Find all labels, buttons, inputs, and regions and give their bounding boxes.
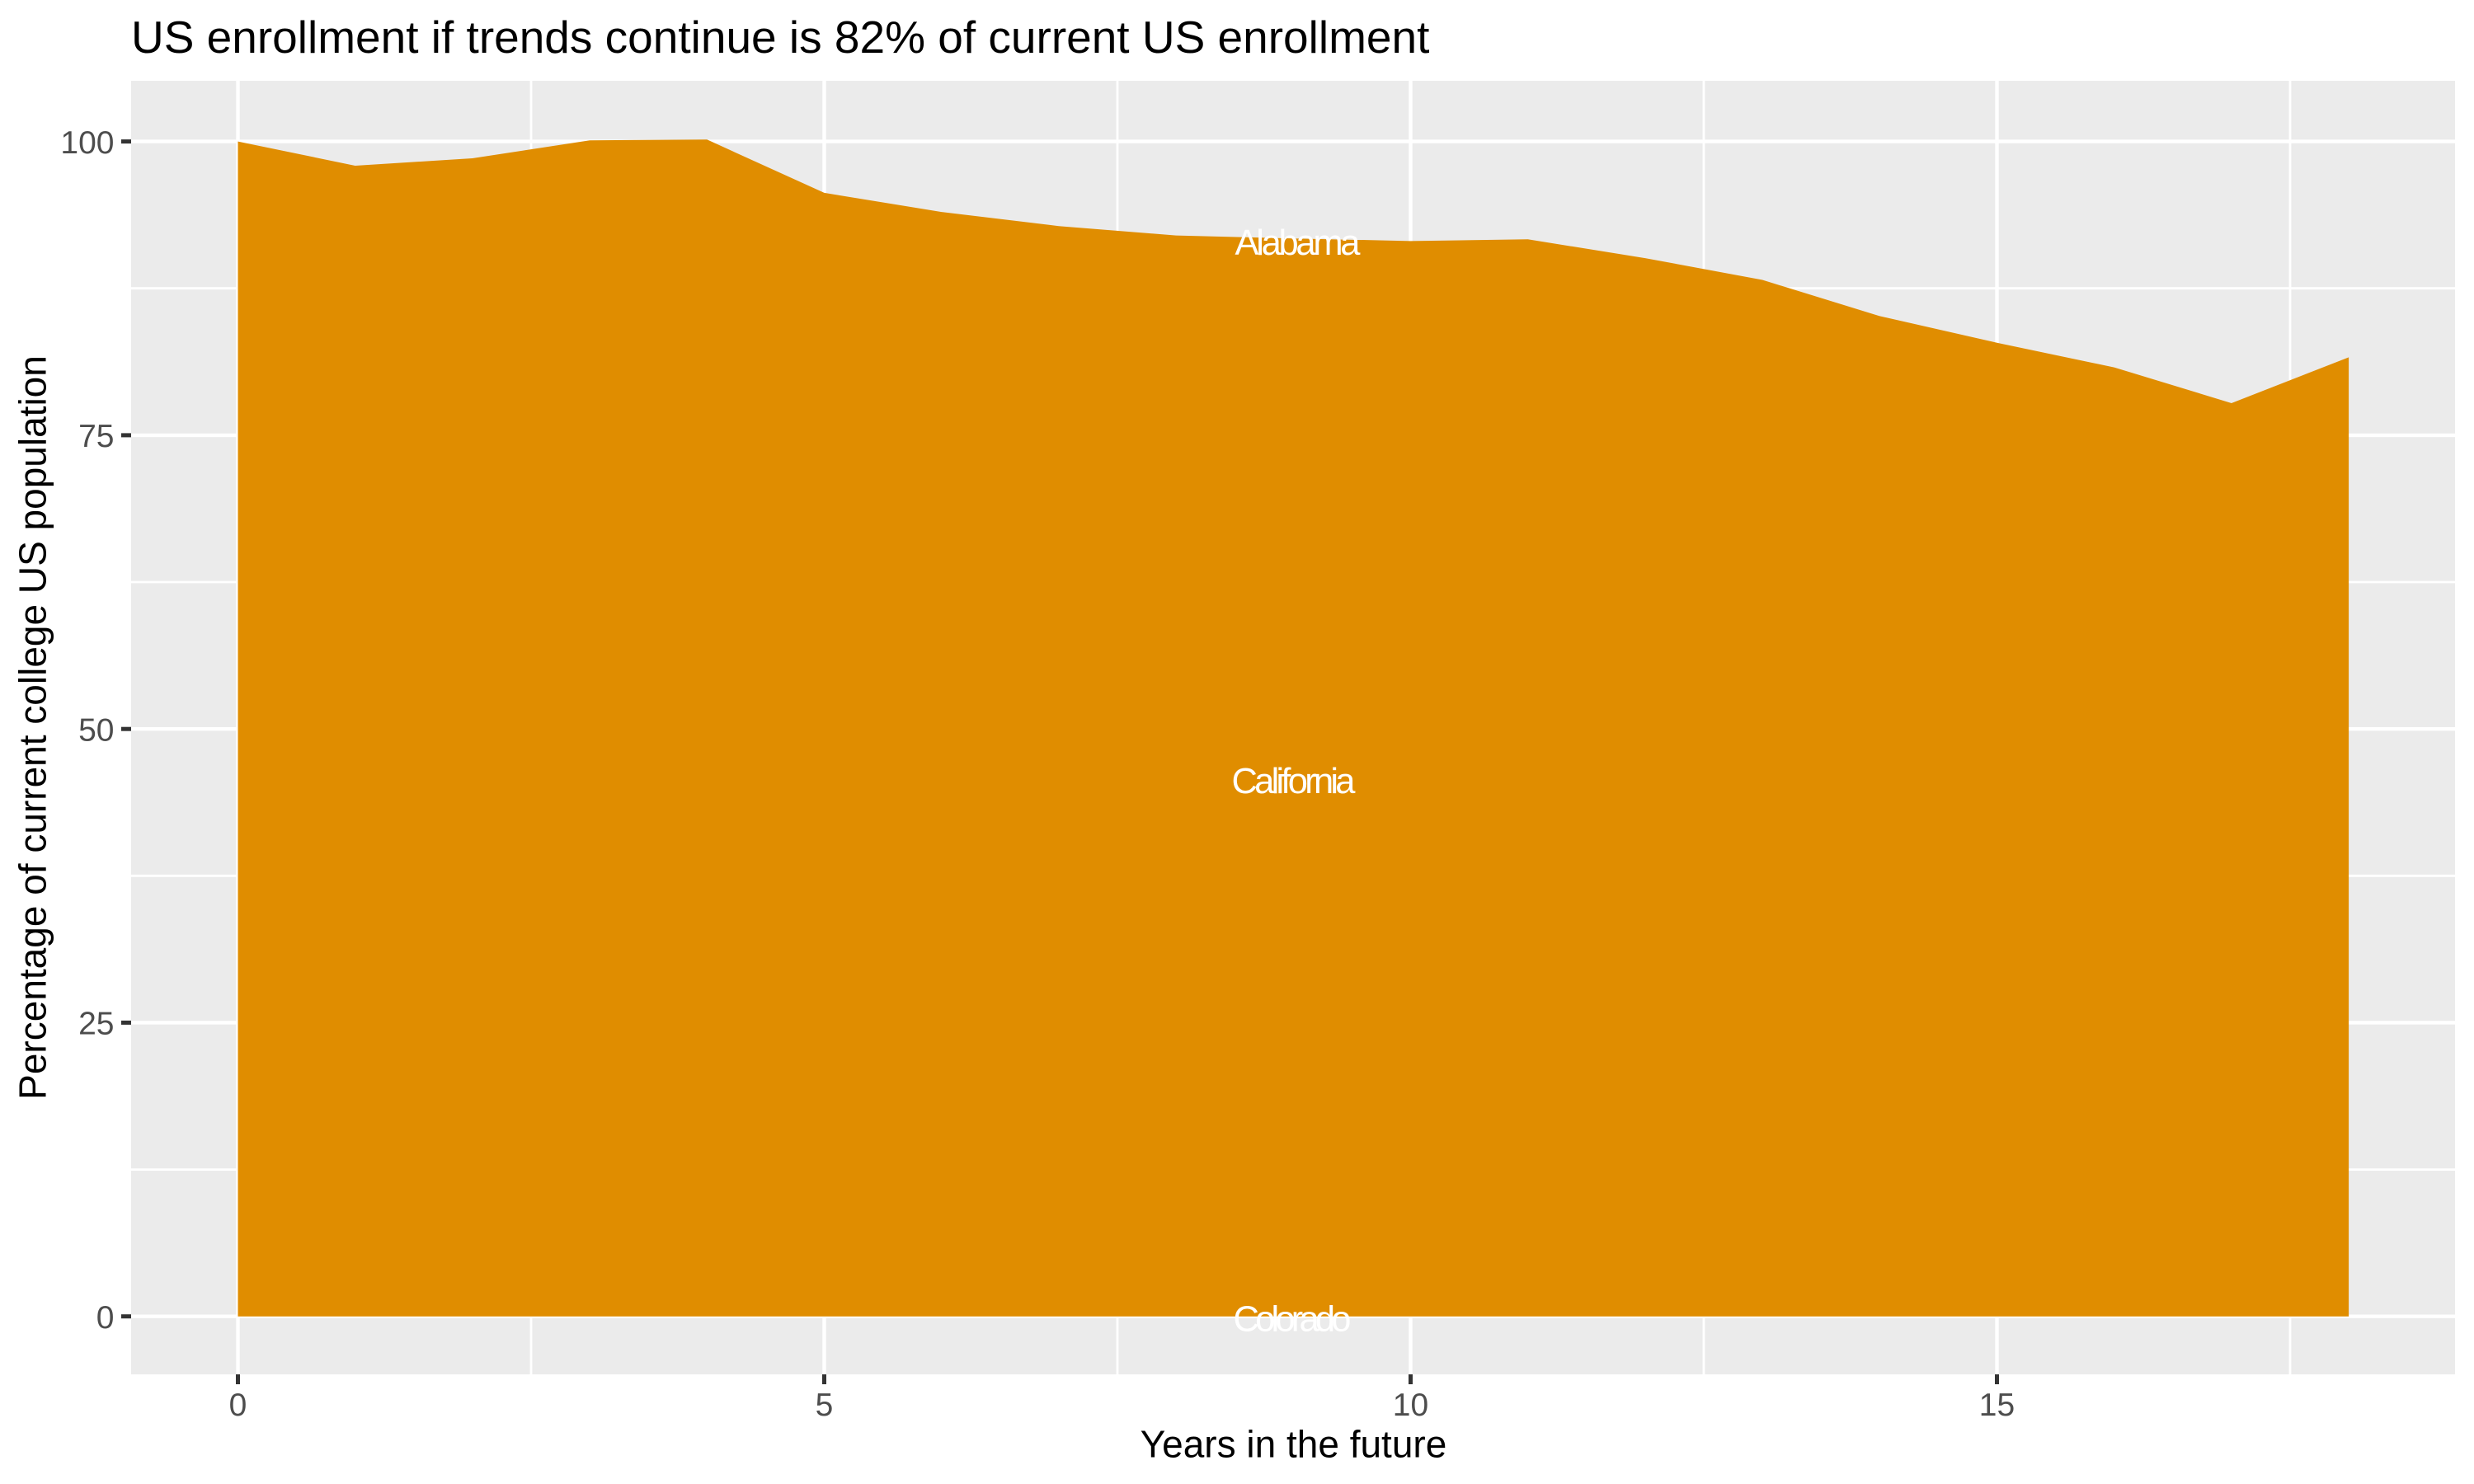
svg-text:Years in the future: Years in the future [1141, 1423, 1447, 1466]
svg-text:Alabama: Alabama [1235, 223, 1362, 263]
svg-text:0: 0 [96, 1300, 115, 1336]
svg-text:California: California [1232, 762, 1357, 801]
svg-text:25: 25 [78, 1007, 114, 1042]
svg-text:US enrollment if trends contin: US enrollment if trends continue is 82% … [131, 12, 1429, 63]
svg-text:Colorado: Colorado [1234, 1300, 1352, 1340]
svg-text:Percentage of current college: Percentage of current college US populat… [12, 355, 54, 1100]
svg-text:50: 50 [78, 713, 114, 749]
svg-text:75: 75 [78, 419, 114, 454]
svg-text:100: 100 [60, 125, 114, 161]
svg-text:5: 5 [816, 1388, 834, 1423]
svg-text:0: 0 [229, 1388, 247, 1423]
svg-text:15: 15 [1979, 1388, 2015, 1423]
svg-text:10: 10 [1393, 1388, 1428, 1423]
